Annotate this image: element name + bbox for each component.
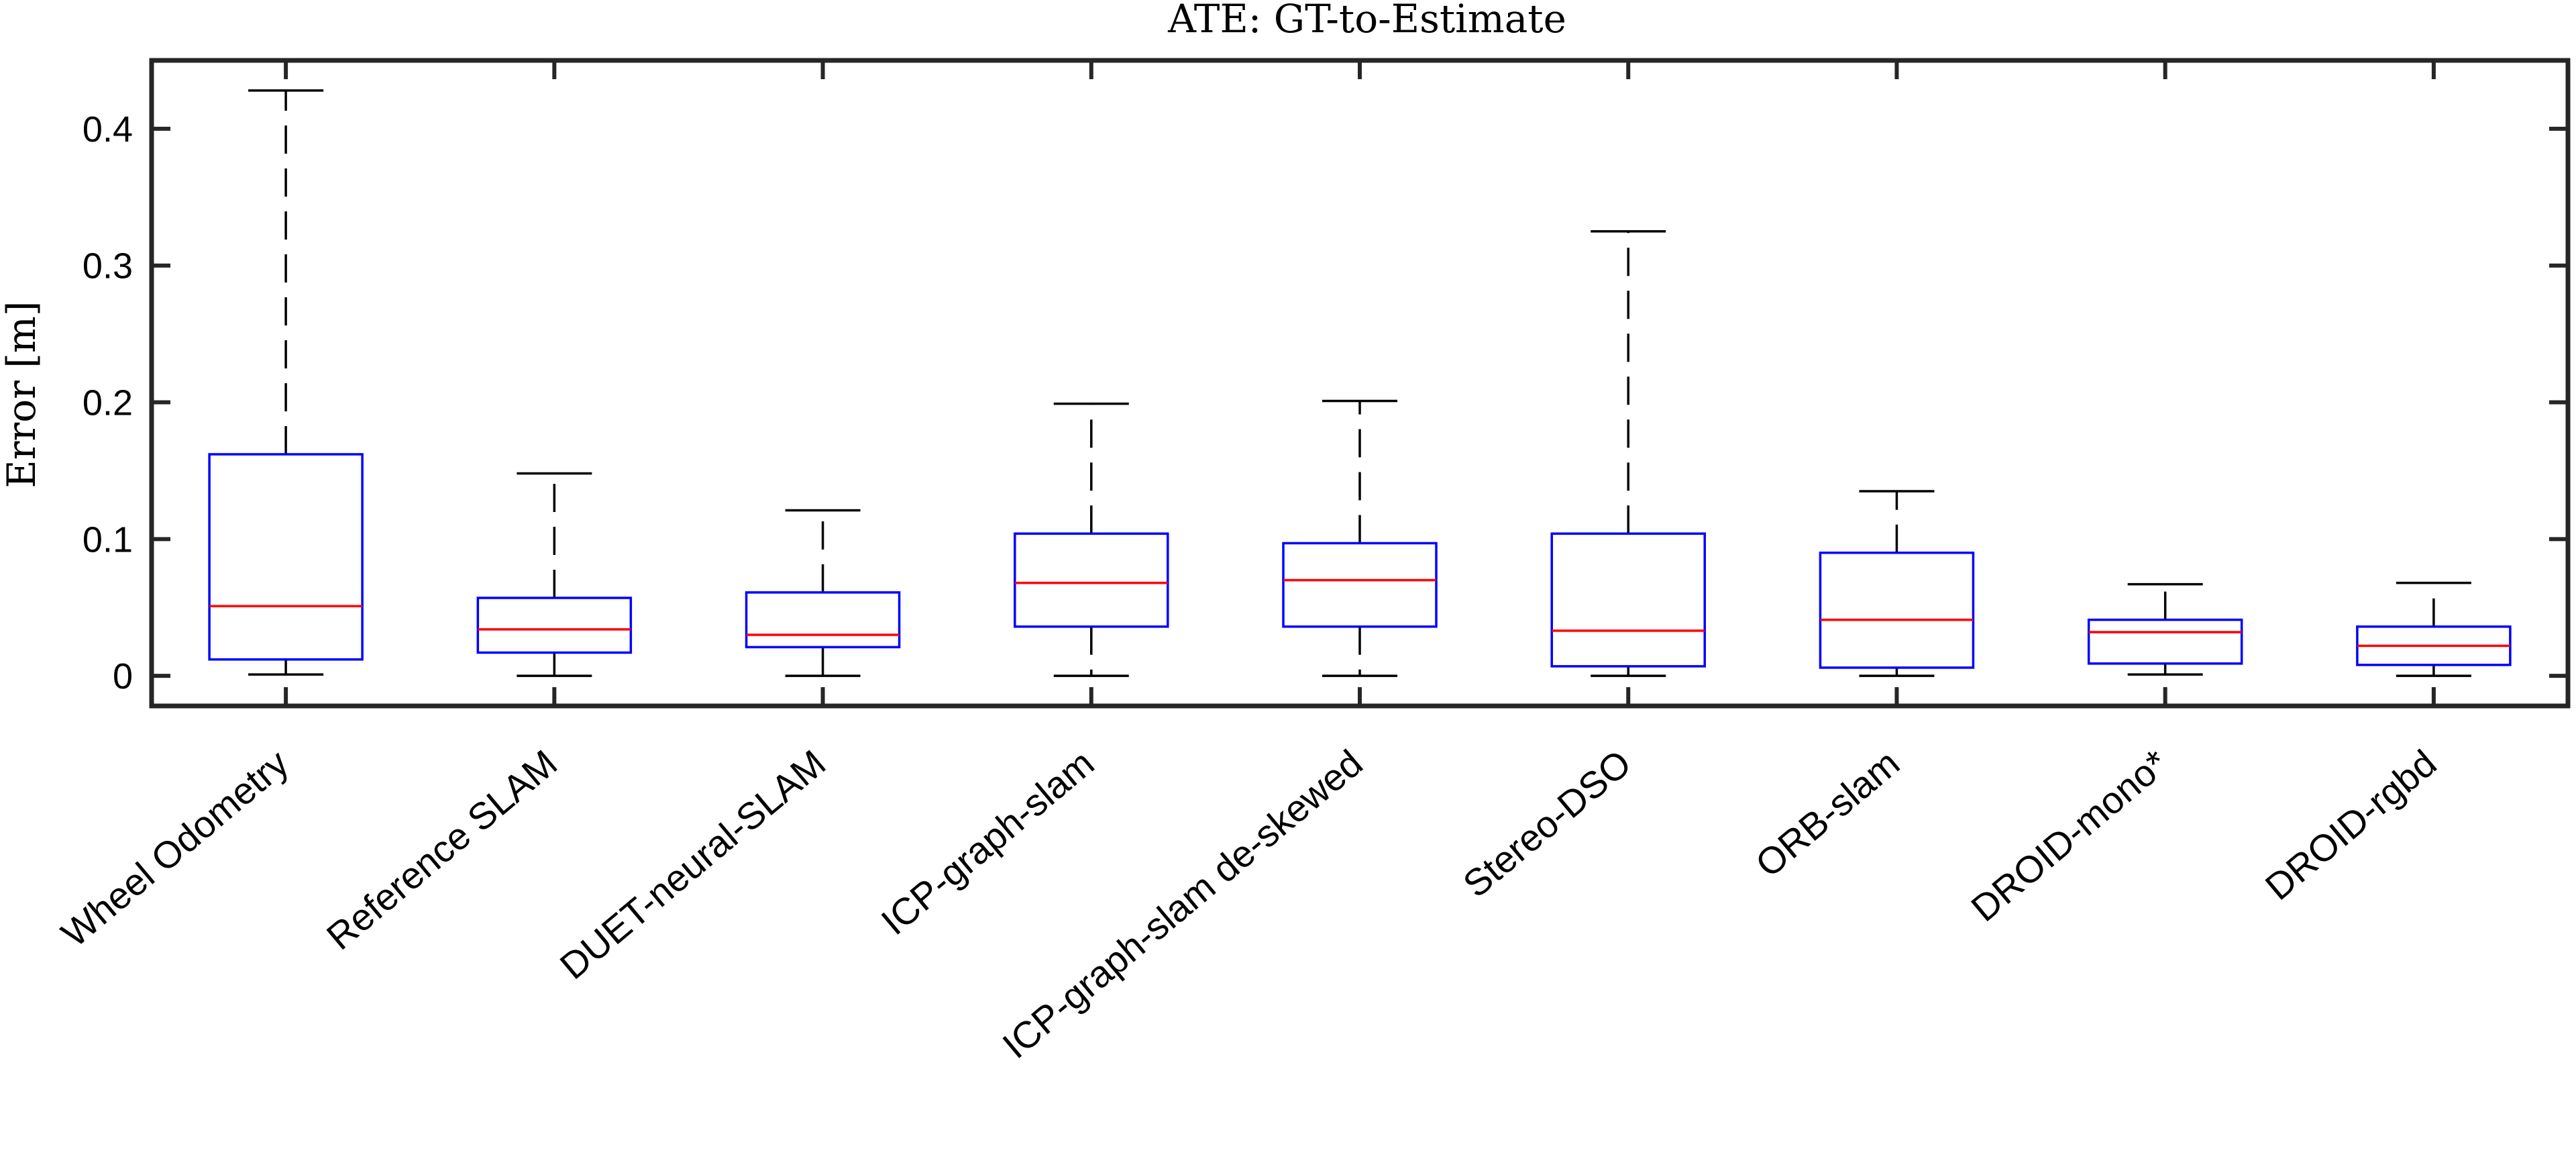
iqr-box xyxy=(1014,532,1169,628)
x-tick-label: Wheel Odometry xyxy=(53,742,296,955)
y-tick-label: 0.4 xyxy=(83,109,133,150)
x-tick-label: DUET-neural-SLAM xyxy=(552,742,834,987)
iqr-box xyxy=(208,453,364,661)
y-axis-label: Error [m] xyxy=(0,301,44,488)
x-tick-label: Reference SLAM xyxy=(319,742,565,958)
iqr-box xyxy=(1282,542,1438,628)
y-tick-label: 0.2 xyxy=(83,383,133,423)
x-tick-label: Stereo-DSO xyxy=(1455,742,1639,905)
plot-marks: 0 0.1 0.2 0.3 0.4 Wheel Odometry Reference SLA… xyxy=(53,60,2568,1066)
x-tick-label: ORB-slam xyxy=(1748,742,1907,885)
plot-area-frame xyxy=(149,58,2571,709)
x-tick-label: DROID-rgbd xyxy=(2257,742,2445,908)
x-tick-label: DROID-mono* xyxy=(1963,742,2176,929)
y-tick-label: 0 xyxy=(113,656,133,697)
iqr-box xyxy=(476,597,633,654)
y-tick-label: 0.1 xyxy=(83,519,133,560)
y-tick-label: 0.3 xyxy=(83,246,133,287)
iqr-box xyxy=(1550,532,1706,668)
iqr-box xyxy=(1819,551,1975,669)
iqr-box xyxy=(745,591,901,649)
chart-title: ATE: GT-to-Estimate xyxy=(1167,0,1566,42)
iqr-box xyxy=(2087,618,2243,665)
x-tick-label: ICP-graph-slam xyxy=(873,742,1102,943)
